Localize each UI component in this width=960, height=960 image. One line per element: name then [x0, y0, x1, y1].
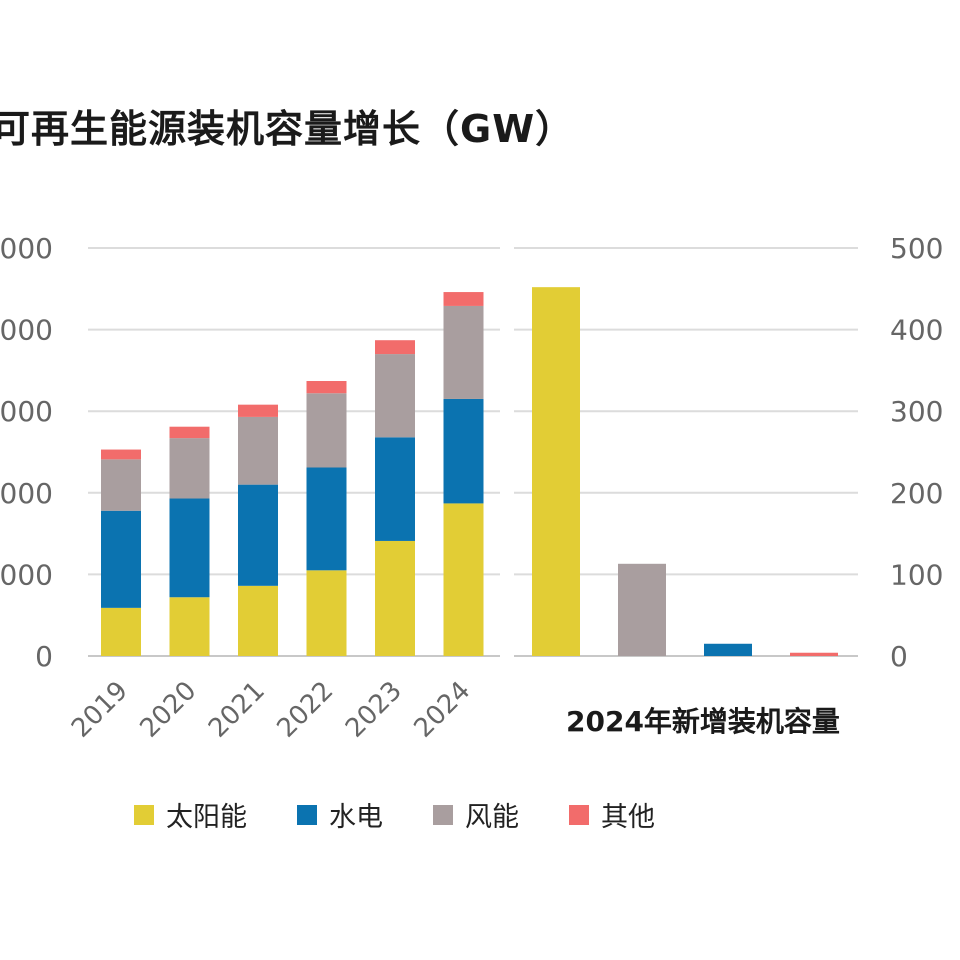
legend-label-hydro: 水电	[329, 802, 383, 833]
bar-2024-3	[790, 652, 838, 656]
chart-title: 可再生能源装机容量增长（GW）	[0, 107, 575, 151]
bar-segment-2022	[306, 381, 347, 394]
bar-2024-1	[618, 563, 666, 656]
y-tick-right: 200	[890, 477, 943, 510]
legend: 太阳能 水电 风能 其他	[134, 795, 705, 834]
bar-segment-2022	[306, 570, 347, 656]
legend-item-hydro[interactable]: 水电	[297, 795, 383, 834]
y-tick-right: 0	[890, 640, 908, 673]
bar-segment-2024	[443, 305, 484, 399]
x-tick-label: 2024	[408, 676, 476, 744]
x-tick-label: 2023	[340, 676, 408, 744]
bar-segment-2019	[101, 449, 141, 460]
y-tick-left: 000	[0, 395, 53, 428]
bar-segment-2021	[238, 416, 278, 485]
bar-segment-2022	[306, 467, 347, 571]
x-tick-label: 2021	[203, 676, 271, 744]
y-tick-right: 500	[890, 232, 943, 265]
y-tick-left: 000	[0, 232, 53, 265]
bar-segment-2023	[375, 354, 415, 438]
x-tick-label: 2019	[66, 676, 134, 744]
bar-segment-2021	[238, 484, 278, 586]
bar-segment-2020	[169, 426, 210, 439]
bar-segment-2023	[375, 540, 415, 656]
bar-segment-2020	[169, 498, 210, 598]
bar-segment-2023	[375, 437, 415, 541]
bar-segment-2021	[238, 585, 278, 656]
y-tick-right: 300	[890, 395, 943, 428]
bar-segment-2020	[169, 438, 210, 499]
bar-segment-2024	[443, 398, 484, 504]
y-tick-right: 400	[890, 314, 943, 347]
legend-swatch-solar	[134, 804, 154, 825]
legend-item-wind[interactable]: 风能	[433, 795, 519, 834]
bar-segment-2023	[375, 340, 415, 355]
legend-swatch-hydro	[297, 804, 317, 825]
y-tick-right: 100	[890, 558, 943, 591]
bar-segment-2019	[101, 510, 141, 608]
legend-label-wind: 风能	[465, 802, 519, 833]
legend-label-other: 其他	[601, 802, 655, 833]
bar-segment-2019	[101, 459, 141, 511]
bar-segment-2021	[238, 404, 278, 417]
y-tick-left: 000	[0, 314, 53, 347]
y-tick-left: 0	[35, 640, 53, 673]
right-panel-xlabel: 2024年新增装机容量	[566, 705, 840, 738]
bar-segment-2024	[443, 503, 484, 656]
bar-2024-2	[704, 643, 752, 656]
bar-segment-2022	[306, 393, 347, 468]
bar-2024-0	[532, 287, 580, 656]
x-tick-label: 2020	[134, 676, 202, 744]
bar-segment-2024	[443, 292, 484, 306]
legend-item-solar[interactable]: 太阳能	[134, 795, 247, 834]
y-tick-left: 000	[0, 558, 53, 591]
legend-label-solar: 太阳能	[166, 802, 247, 833]
bar-segment-2019	[101, 607, 141, 656]
legend-swatch-wind	[433, 804, 453, 825]
y-tick-left: 000	[0, 477, 53, 510]
bar-segment-2020	[169, 597, 210, 656]
legend-item-other[interactable]: 其他	[569, 795, 655, 834]
legend-swatch-other	[569, 804, 589, 825]
x-tick-label: 2022	[271, 676, 339, 744]
